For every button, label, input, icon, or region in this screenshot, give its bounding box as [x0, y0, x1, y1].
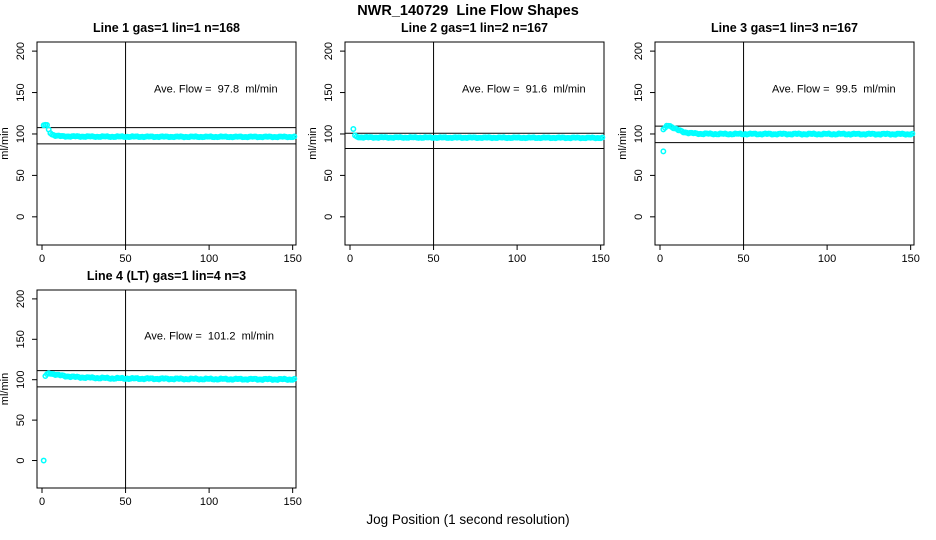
panel-line-2: 0 50 100 150 0 50 100 150 200 ml/min Line 2 gas=1 … — [307, 21, 610, 265]
plot-box — [344, 41, 605, 246]
y-tick-label: 50 — [323, 169, 335, 181]
plot-box — [654, 41, 915, 246]
x-axis-title: Jog Position (1 second resolution) — [366, 512, 570, 527]
panel-title: Line 3 gas=1 lin=3 n=167 — [711, 21, 858, 35]
ave-flow-annotation: Ave. Flow = 99.5 ml/min — [772, 84, 896, 96]
y-tick-label: 150 — [15, 330, 27, 348]
figure-title: NWR_140729 Line Flow Shapes — [357, 3, 579, 19]
data-point — [599, 134, 606, 141]
x-tick-label: 50 — [737, 253, 749, 265]
data-points — [40, 370, 298, 464]
y-tick-label: 200 — [323, 42, 335, 60]
x-tick-label: 150 — [283, 496, 301, 508]
x-tick-label: 0 — [657, 253, 663, 265]
y-tick-label: 150 — [633, 83, 645, 101]
y-tick-label: 100 — [15, 125, 27, 143]
outlier-point — [350, 126, 357, 132]
panel-line-4: 0 50 100 150 0 50 100 150 200 ml/min Line 4 (LT) g… — [0, 269, 302, 508]
data-point — [291, 375, 298, 382]
x-tick-label: 50 — [427, 253, 439, 265]
data-points — [40, 121, 298, 141]
y-tick-label: 0 — [633, 214, 645, 220]
y-axis-label: ml/min — [0, 373, 11, 405]
data-point — [291, 133, 298, 140]
ave-flow-annotation: Ave. Flow = 101.2 ml/min — [144, 330, 274, 342]
y-tick-label: 100 — [15, 371, 27, 389]
panel-title: Line 1 gas=1 lin=1 n=168 — [93, 21, 240, 35]
y-tick-label: 0 — [15, 214, 27, 220]
y-tick-label: 200 — [633, 42, 645, 60]
data-points — [660, 122, 916, 155]
x-tick-label: 0 — [347, 253, 353, 265]
x-tick-label: 50 — [119, 496, 131, 508]
y-axis-label: ml/min — [307, 127, 319, 159]
y-tick-label: 200 — [15, 42, 27, 60]
panel-line-1: 0 50 100 150 0 50 100 150 200 ml/min Line 1 gas=1 … — [0, 21, 302, 265]
data-point — [909, 130, 916, 137]
x-tick-label: 150 — [901, 253, 919, 265]
y-tick-label: 100 — [633, 125, 645, 143]
x-tick-label: 100 — [818, 253, 836, 265]
panel-line-3: 0 50 100 150 0 50 100 150 200 ml/min Line 3 gas=1 … — [617, 21, 920, 265]
x-tick-label: 150 — [283, 253, 301, 265]
x-tick-label: 100 — [200, 253, 218, 265]
x-tick-label: 150 — [591, 253, 609, 265]
y-tick-label: 50 — [15, 414, 27, 426]
plot-box — [36, 289, 297, 489]
y-tick-label: 150 — [15, 83, 27, 101]
ave-flow-annotation: Ave. Flow = 97.8 ml/min — [154, 84, 278, 96]
outlier-point — [40, 457, 47, 464]
x-tick-label: 100 — [508, 253, 526, 265]
data-points — [350, 126, 606, 142]
outlier-point — [660, 148, 667, 155]
panel-title: Line 4 (LT) gas=1 lin=4 n=3 — [87, 269, 246, 283]
y-tick-label: 50 — [15, 169, 27, 181]
y-tick-label: 150 — [323, 83, 335, 101]
y-tick-label: 100 — [323, 125, 335, 143]
x-tick-label: 0 — [39, 253, 45, 265]
y-tick-label: 0 — [15, 457, 27, 463]
y-tick-label: 50 — [633, 169, 645, 181]
y-tick-label: 0 — [323, 214, 335, 220]
x-tick-label: 0 — [39, 496, 45, 508]
ave-flow-annotation: Ave. Flow = 91.6 ml/min — [462, 84, 586, 96]
y-tick-label: 200 — [15, 290, 27, 308]
panel-title: Line 2 gas=1 lin=2 n=167 — [401, 21, 548, 35]
y-axis-label: ml/min — [617, 127, 629, 159]
y-axis-label: ml/min — [0, 127, 11, 159]
x-tick-label: 50 — [119, 253, 131, 265]
x-tick-label: 100 — [200, 496, 218, 508]
